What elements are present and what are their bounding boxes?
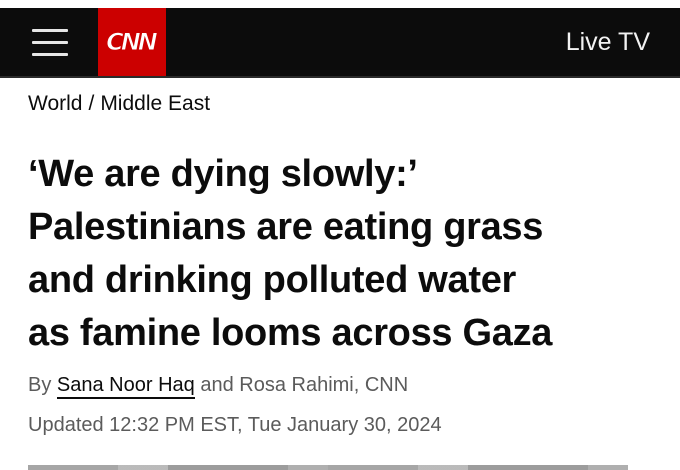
breadcrumb: World / Middle East [28,91,210,117]
headline-line: as famine looms across Gaza [28,312,553,354]
cnn-logo[interactable]: CNN [98,8,166,76]
headline-line: ‘We are dying slowly:’ [28,153,418,195]
byline-co-authors: and Rosa Rahimi, CNN [200,374,409,396]
byline: By Sana Noor Haq and Rosa Rahimi, CNN [28,372,409,399]
breadcrumb-middle-east-link[interactable]: Middle East [100,92,211,115]
hamburger-menu-icon[interactable] [28,24,72,60]
content-below-fold [28,465,628,470]
top-navigation-bar: CNN Live TV [0,8,680,78]
article-headline: ‘We are dying slowly:’ Palestinians are … [28,148,668,360]
breadcrumb-separator: / [88,92,95,115]
byline-prefix: By [28,374,52,396]
breadcrumb-world-link[interactable]: World [28,92,83,115]
live-tv-link[interactable]: Live TV [565,28,650,56]
cnn-logo-text: CNN [106,28,159,57]
updated-timestamp: Updated 12:32 PM EST, Tue January 30, 20… [28,414,442,436]
headline-line: and drinking polluted water [28,259,517,301]
menu-line [32,53,68,56]
headline-line: Palestinians are eating grass [28,206,544,248]
author-link-sana-noor-haq[interactable]: Sana Noor Haq [56,374,195,399]
menu-line [32,29,68,32]
menu-line [32,41,68,44]
